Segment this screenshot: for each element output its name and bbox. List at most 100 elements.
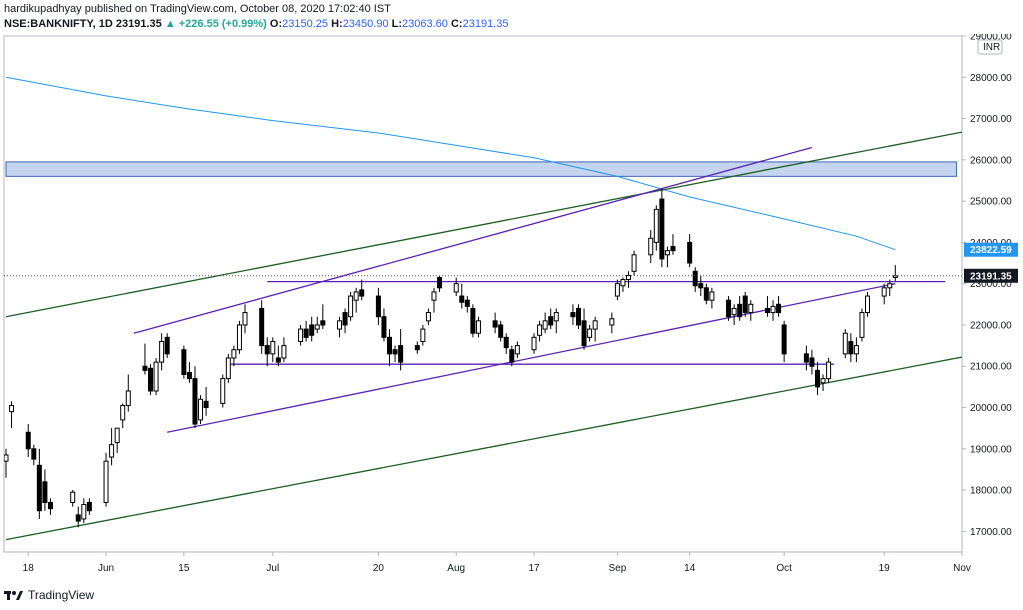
- candle-body-up: [748, 303, 754, 314]
- candle-body-down: [47, 501, 53, 510]
- candle: [865, 291, 871, 317]
- candle-body-up: [553, 312, 559, 322]
- time-tick-label: Aug: [447, 563, 465, 574]
- price-change: ▲ +226.55 (+0.99%): [164, 18, 267, 30]
- candle: [542, 312, 548, 334]
- candle: [153, 357, 159, 396]
- candle-body-down: [809, 357, 815, 367]
- candle-body-down: [687, 241, 693, 264]
- candle: [842, 329, 848, 358]
- currency-label: INR: [983, 42, 1000, 53]
- candle: [198, 395, 204, 425]
- candle-body-up: [120, 404, 126, 421]
- candle: [81, 498, 87, 524]
- price-tick-label: 28000.00: [970, 73, 1012, 84]
- candle: [142, 343, 148, 375]
- candle-body-down: [392, 349, 398, 355]
- ma-price-tag-text: 23822.59: [970, 245, 1012, 256]
- candle: [698, 275, 704, 297]
- candle-body-down: [803, 353, 809, 363]
- candle: [848, 333, 854, 363]
- candle-body-up: [587, 328, 593, 338]
- tradingview-brand[interactable]: TradingView: [28, 588, 95, 602]
- candle: [275, 345, 281, 367]
- plot-frame: [3, 35, 963, 553]
- candle-body-down: [503, 336, 509, 349]
- last-price: 23191.35: [115, 18, 162, 30]
- time-tick-label: 14: [684, 563, 696, 574]
- candle-body-down: [498, 324, 504, 338]
- candle: [498, 320, 504, 342]
- candle: [881, 283, 887, 305]
- candle-body-down: [414, 345, 420, 351]
- candle-body-up: [4, 454, 9, 462]
- chart-area[interactable]: 17000.00 18000.00 19000.00 20000.00 21000.00…: [0, 32, 1023, 589]
- candle: [392, 345, 398, 363]
- candle-body-down: [570, 312, 576, 318]
- candle-body-down: [398, 345, 404, 363]
- price-tick-label: 23000.00: [970, 279, 1012, 290]
- candle: [414, 341, 420, 354]
- candle: [587, 324, 593, 342]
- price-tick-label: 27000.00: [970, 114, 1012, 125]
- candle-body-down: [186, 371, 192, 380]
- candle: [314, 316, 320, 334]
- candle-body-up: [731, 307, 737, 316]
- candle: [453, 277, 459, 297]
- candle: [220, 374, 226, 408]
- candle-body-up: [336, 320, 342, 330]
- candle: [359, 279, 365, 301]
- candle: [887, 279, 893, 297]
- low-label: L:: [391, 18, 403, 30]
- candle-body-down: [264, 345, 270, 355]
- candle-body-down: [375, 295, 381, 318]
- candle: [42, 469, 48, 511]
- candle: [231, 345, 237, 367]
- candle-body-down: [659, 198, 665, 260]
- candle-body-down: [848, 340, 854, 355]
- candle: [537, 320, 543, 342]
- candle: [531, 333, 537, 354]
- candle: [570, 304, 576, 325]
- close-label: C:: [450, 18, 463, 30]
- candle-body-down: [742, 295, 748, 314]
- candle-body-up: [281, 345, 287, 359]
- price-chart[interactable]: 17000.00 18000.00 19000.00 20000.00 21000.00…: [0, 32, 1023, 584]
- price-tick-label: 21000.00: [970, 362, 1012, 373]
- price-axis: 17000.00 18000.00 19000.00 20000.00 21000.00…: [962, 32, 1012, 538]
- candle-body-up: [353, 291, 359, 301]
- candle: [425, 308, 431, 325]
- candle: [342, 308, 348, 334]
- candle: [776, 296, 782, 317]
- time-tick-label: 19: [879, 563, 891, 574]
- symbol-label[interactable]: NSE:BANKNIFTY, 1D: [4, 18, 113, 30]
- candle-body-down: [192, 378, 198, 425]
- last-price-tag-text: 23191.35: [970, 271, 1012, 282]
- candle-body-down: [259, 307, 265, 347]
- candle-body-down: [548, 316, 554, 326]
- candle: [509, 345, 515, 367]
- candle: [814, 362, 820, 396]
- candle-body-down: [203, 400, 209, 409]
- price-tick-label: 29000.00: [970, 34, 1012, 43]
- candle: [353, 287, 359, 313]
- candle-body-up: [153, 361, 159, 392]
- candle: [431, 287, 437, 313]
- candle-body-down: [509, 349, 515, 363]
- candle-body-up: [709, 291, 715, 301]
- time-tick-label: Jul: [266, 563, 279, 574]
- price-tick-label: 18000.00: [970, 486, 1012, 497]
- candle: [381, 308, 387, 342]
- price-tick-label: 19000.00: [970, 444, 1012, 455]
- candle-body-up: [542, 320, 548, 330]
- candle-body-up: [842, 332, 848, 355]
- candle-body-up: [159, 340, 165, 363]
- candle-body-up: [242, 312, 248, 326]
- time-tick-label: Oct: [776, 563, 792, 574]
- candle: [809, 349, 815, 375]
- candle-body-up: [620, 279, 626, 287]
- candle: [731, 304, 737, 325]
- candle: [225, 353, 231, 383]
- candle-body-down: [320, 320, 326, 326]
- time-tick-label: Nov: [953, 563, 971, 574]
